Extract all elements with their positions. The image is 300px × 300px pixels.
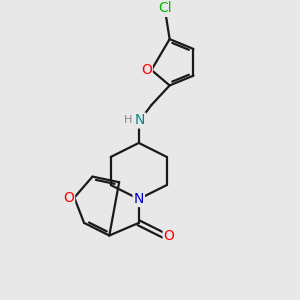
- Text: Cl: Cl: [159, 1, 172, 15]
- Text: N: N: [135, 113, 146, 128]
- Text: N: N: [134, 192, 144, 206]
- Text: H: H: [124, 115, 132, 125]
- Text: O: O: [164, 229, 175, 242]
- Text: O: O: [63, 190, 74, 205]
- Text: O: O: [141, 63, 152, 77]
